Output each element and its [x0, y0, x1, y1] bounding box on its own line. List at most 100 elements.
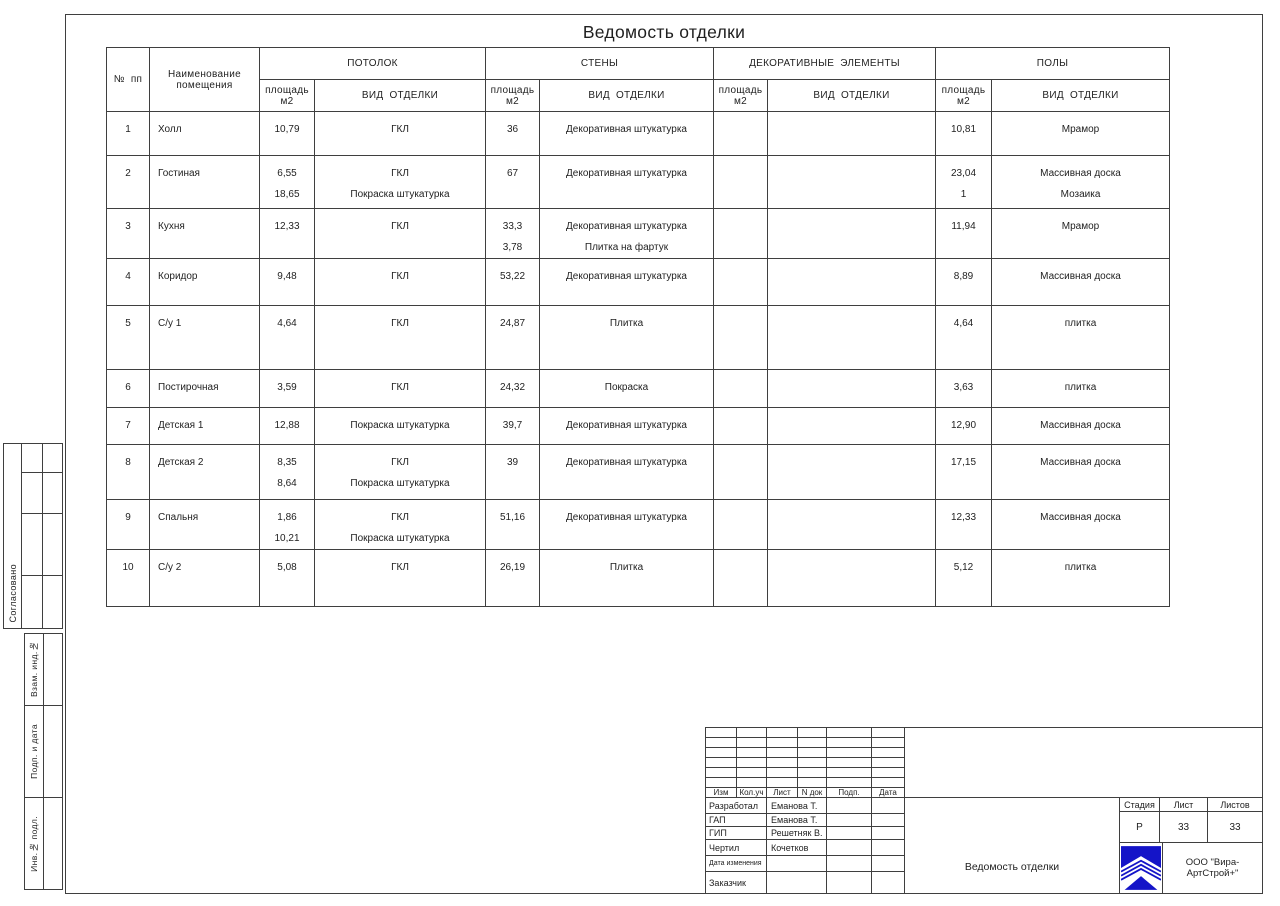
- ceiling-finish-cell: ГКЛ: [314, 305, 486, 370]
- rev-header-ndok: N док: [798, 788, 827, 797]
- walls-area-cell: 24,87: [485, 305, 540, 370]
- person-date-cell: [872, 872, 904, 893]
- person-date-cell: [872, 827, 904, 839]
- sheet-value: 33: [1160, 812, 1208, 843]
- person-row: ГАП Еманова Т.: [706, 814, 904, 827]
- floor-area-cell: 3,63: [935, 369, 993, 408]
- approval-row: [22, 444, 62, 473]
- approval-table: Согласовано: [3, 443, 63, 629]
- row-number-cell: 4: [106, 258, 150, 306]
- ceiling-finish-cell: ГКЛ Покраска штукатурка: [314, 499, 486, 550]
- room-name-cell: С/у 2: [149, 549, 260, 607]
- rev-header-koluch: Кол.уч: [737, 788, 767, 797]
- deco-finish-cell: [766, 499, 937, 550]
- header-num: № пп: [106, 47, 150, 112]
- deco-area-cell: [713, 111, 768, 156]
- ceiling-area-cell: 10,79: [259, 111, 315, 156]
- rev-header-list: Лист: [767, 788, 798, 797]
- person-signature-cell: [827, 856, 872, 871]
- deco-area-cell: [713, 407, 768, 445]
- title-block-right: Ведомость отделки Стадия Лист Листов Р 3…: [905, 728, 1262, 893]
- walls-finish-cell: Плитка: [539, 549, 714, 607]
- person-name: Еманова Т.: [767, 798, 827, 813]
- floor-finish-cell: плитка: [991, 305, 1171, 370]
- person-date-cell: [872, 798, 904, 813]
- floor-finish-cell: Массивная доска: [991, 258, 1171, 306]
- ceiling-area-cell: 6,55 18,65: [259, 155, 315, 209]
- row-number-cell: 5: [106, 305, 150, 370]
- deco-area-cell: [713, 549, 768, 607]
- finish-table-body: 1 Холл 10,79 ГКЛ 36 Декоративная штукатурка 10…: [106, 111, 1171, 607]
- table-row: 1 Холл 10,79 ГКЛ 36 Декоративная штукатурка 10…: [106, 111, 1171, 156]
- floor-finish-cell: Массивная доска: [991, 407, 1171, 445]
- floor-area-cell: 12,33: [935, 499, 993, 550]
- ceiling-finish-cell: ГКЛ: [314, 369, 486, 408]
- floor-area-cell: 12,90: [935, 407, 993, 445]
- margin-label-podp: Подп. и дата: [29, 724, 39, 779]
- person-row: Чертил Кочетков: [706, 840, 904, 856]
- person-row: ГИП Решетняк В.: [706, 827, 904, 840]
- ceiling-area-cell: 4,64: [259, 305, 315, 370]
- room-name-cell: Детская 1: [149, 407, 260, 445]
- page-title: Ведомость отделки: [582, 22, 746, 42]
- subheader-finish: ВИД ОТДЕЛКИ: [766, 79, 937, 112]
- deco-area-cell: [713, 499, 768, 550]
- table-row: 5 С/у 1 4,64 ГКЛ 24,87 Плитка 4,64 плитка: [106, 305, 1171, 370]
- room-name-cell: Кухня: [149, 208, 260, 259]
- designation-cell: [905, 728, 1262, 798]
- finish-schedule-table: № пп Наименование помещения ПОТОЛОК СТЕН…: [106, 47, 1171, 607]
- person-role: Дата изменения: [706, 856, 767, 871]
- subheader-area: площадь м2: [485, 79, 540, 112]
- floor-area-cell: 17,15: [935, 444, 993, 500]
- approval-grid: [22, 444, 62, 628]
- approved-label: Согласовано: [7, 564, 18, 623]
- margin-section: Взам. инд.№: [25, 634, 62, 706]
- revision-empty-row: [706, 738, 904, 748]
- ceiling-area-cell: 3,59: [259, 369, 315, 408]
- deco-area-cell: [713, 369, 768, 408]
- walls-area-cell: 67: [485, 155, 540, 209]
- approval-row: [22, 576, 62, 628]
- room-name-cell: Спальня: [149, 499, 260, 550]
- ceiling-finish-cell: Покраска штукатурка: [314, 407, 486, 445]
- walls-area-cell: 51,16: [485, 499, 540, 550]
- walls-finish-cell: Декоративная штукатурка: [539, 407, 714, 445]
- floor-finish-cell: Мрамор: [991, 208, 1171, 259]
- person-signature-cell: [827, 840, 872, 855]
- deco-finish-cell: [766, 208, 937, 259]
- title-block: Изм Кол.уч Лист N док Подп. Дата Разрабо…: [705, 727, 1262, 893]
- ceiling-finish-cell: ГКЛ: [314, 208, 486, 259]
- floor-finish-cell: плитка: [991, 369, 1171, 408]
- person-signature-cell: [827, 827, 872, 839]
- floor-area-cell: 10,81: [935, 111, 993, 156]
- deco-area-cell: [713, 305, 768, 370]
- person-name: [767, 856, 827, 871]
- person-name: Решетняк В.: [767, 827, 827, 839]
- ceiling-area-cell: 8,35 8,64: [259, 444, 315, 500]
- person-date-cell: [872, 840, 904, 855]
- header-walls: СТЕНЫ: [485, 47, 714, 80]
- header-floors: ПОЛЫ: [935, 47, 1171, 80]
- deco-finish-cell: [766, 305, 937, 370]
- header-ceiling: ПОТОЛОК: [259, 47, 486, 80]
- approval-row: [22, 473, 62, 514]
- person-name: Еманова Т.: [767, 814, 827, 826]
- table-row: 9 Спальня 1,86 10,21 ГКЛ Покраска штукатурк…: [106, 499, 1171, 550]
- table-row: 4 Коридор 9,48 ГКЛ 53,22 Декоративная штукату…: [106, 258, 1171, 306]
- floor-finish-cell: плитка: [991, 549, 1171, 607]
- approval-label-cell: Согласовано: [4, 444, 22, 628]
- table-row: 6 Постирочная 3,59 ГКЛ 24,32 Покраска 3,63 плит…: [106, 369, 1171, 408]
- ceiling-area-cell: 12,88: [259, 407, 315, 445]
- ceiling-area-cell: 1,86 10,21: [259, 499, 315, 550]
- revision-empty-row: [706, 748, 904, 758]
- person-name: [767, 872, 827, 893]
- ceiling-area-cell: 5,08: [259, 549, 315, 607]
- floor-finish-cell: Массивная доска Мозаика: [991, 155, 1171, 209]
- revision-empty-row: [706, 768, 904, 778]
- person-role: Чертил: [706, 840, 767, 855]
- margin-section: Инв.№ подл.: [25, 798, 62, 889]
- subheader-finish: ВИД ОТДЕЛКИ: [991, 79, 1171, 112]
- sheets-header: Листов: [1208, 798, 1262, 812]
- floor-area-cell: 8,89: [935, 258, 993, 306]
- walls-area-cell: 39,7: [485, 407, 540, 445]
